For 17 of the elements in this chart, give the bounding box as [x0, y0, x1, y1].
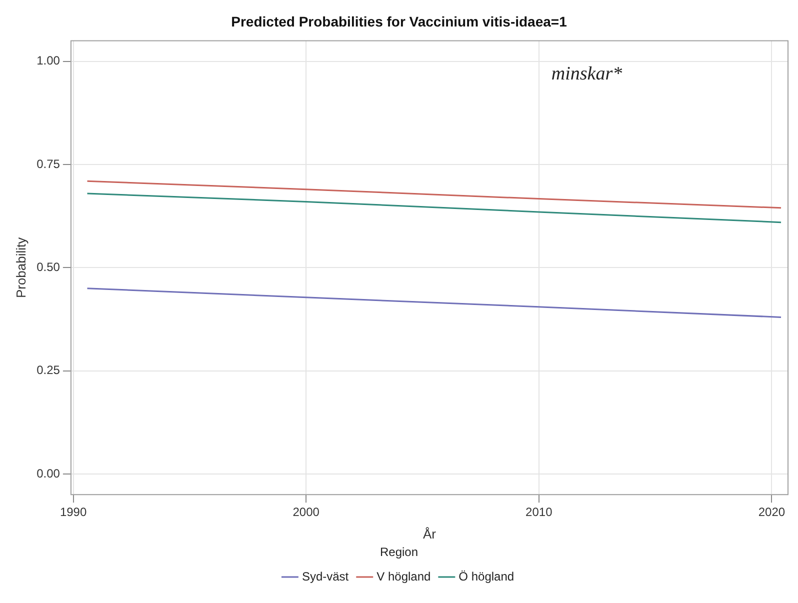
x-tick-label: 1990 [60, 505, 87, 520]
legend-label: V högland [376, 569, 431, 584]
y-tick-label: 0.50 [36, 260, 60, 274]
legend-label: Syd-väst [302, 569, 350, 584]
legend-title: Region [380, 544, 418, 559]
x-tick-label: 2020 [758, 505, 786, 520]
x-tick-label: 2010 [526, 505, 553, 520]
annotation: minskar* [551, 63, 623, 84]
y-tick-label: 0.25 [36, 363, 60, 378]
x-axis-title: År [422, 526, 437, 542]
y-tick-label: 0.00 [36, 466, 60, 480]
chart-title: Predicted Probabilities for Vaccinium vitis-idaea=1 [231, 13, 568, 30]
legend-label: Ö högland [458, 569, 514, 584]
y-axis-title: Probability [13, 236, 28, 298]
y-tick-label: 1.00 [36, 54, 60, 68]
x-tick-label: 2000 [292, 505, 320, 520]
y-tick-label: 0.75 [36, 156, 60, 171]
